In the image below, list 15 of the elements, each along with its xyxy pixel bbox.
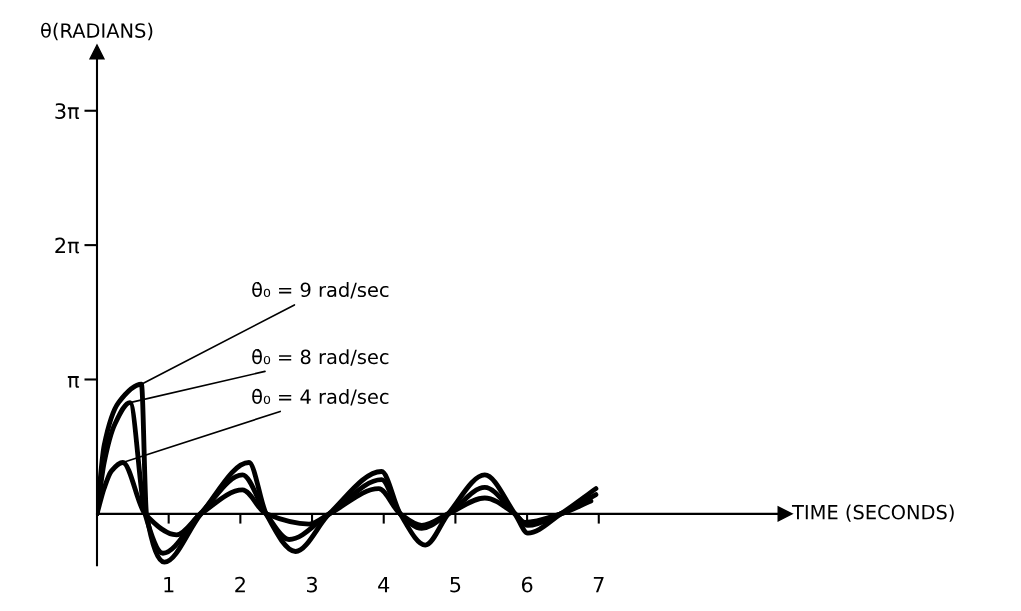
text: θ̇₀ = 8 rad/sec xyxy=(252,349,389,366)
x-tick-label: 6 xyxy=(521,576,533,593)
text: θ̇₀ = 9 rad/sec xyxy=(252,281,389,299)
x-axis-title: TIME (SECONDS) xyxy=(791,504,954,522)
y-axis-title: θ(RADIANS) xyxy=(41,22,153,41)
x-tick-label: 2 xyxy=(235,576,245,593)
y-tick-label: 2π xyxy=(55,237,80,254)
x-tick-label: 7 xyxy=(593,576,604,593)
y-tick-label: 3π xyxy=(55,103,80,120)
text: θ̇₀ = 4 rad/sec xyxy=(252,388,389,406)
x-tick-label: 3 xyxy=(307,576,317,593)
x-tick-label: 1 xyxy=(164,576,174,593)
y-tick-label: π xyxy=(67,376,80,388)
x-tick-label: 5 xyxy=(450,576,461,593)
x-tick-label: 4 xyxy=(378,576,390,593)
